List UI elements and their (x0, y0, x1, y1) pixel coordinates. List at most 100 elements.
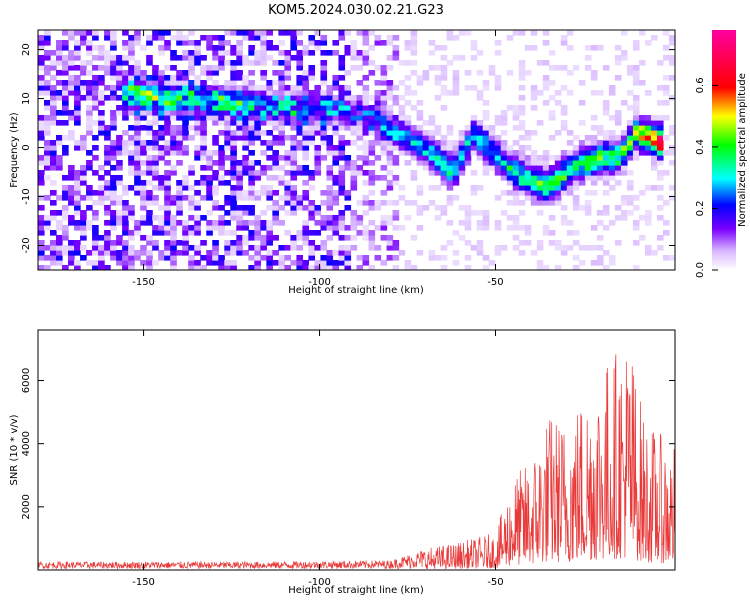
spectrogram-cell (518, 145, 526, 151)
spectrogram-cell (170, 135, 177, 141)
spectrogram-cell (584, 175, 592, 181)
spectrogram-cell (200, 100, 207, 106)
snr-y-label: SNR (10 * v/v) (9, 414, 20, 485)
spectrogram-cell (272, 235, 279, 241)
spectrogram-cell (350, 220, 358, 226)
spectrogram-cell (608, 260, 616, 266)
spectrogram-cell (590, 225, 598, 231)
spectrogram-cell (44, 195, 51, 201)
spectrogram-cell (104, 195, 111, 201)
spectrogram-cell (656, 170, 664, 176)
spectrogram-cell (62, 175, 69, 181)
spectrogram-cell (278, 40, 285, 46)
spectrogram-cell (440, 55, 448, 61)
spectrogram-cell (140, 185, 147, 191)
spectrogram-cell (296, 245, 304, 251)
spectrogram-cell (518, 240, 526, 246)
spectrogram-cell (248, 45, 255, 51)
spectrogram-cell (530, 195, 538, 201)
spectrogram-cell (392, 85, 400, 91)
spectrogram-cell (566, 155, 574, 161)
spectrogram-cell (278, 110, 285, 116)
spectrogram-cell (248, 190, 255, 196)
spectrogram-cell (542, 75, 550, 81)
spectrogram-cell (662, 170, 670, 176)
spectrogram-cell (374, 175, 382, 181)
spectrogram-cell (488, 130, 496, 136)
spectrogram-cell (74, 185, 81, 191)
spectrogram-cell (296, 255, 304, 261)
spectrogram-cell (62, 150, 69, 156)
spectrogram-cell (200, 110, 207, 116)
spectrogram-cell (62, 105, 69, 111)
spectrogram-cell (218, 85, 225, 91)
spectrogram-cell (386, 180, 394, 186)
spectrogram-cell (50, 250, 57, 256)
spectrogram-cell (596, 140, 604, 146)
spectrogram-cell (326, 110, 334, 116)
spectrogram-cell (380, 130, 388, 136)
spectrogram-cell (272, 135, 279, 141)
spectrogram-cell (128, 90, 135, 96)
spectrogram-cell (242, 75, 249, 81)
spectrogram-cell (380, 115, 388, 121)
spectrogram-cell (290, 120, 298, 126)
colorbar-label: Normalized spectral amplitude (737, 73, 748, 227)
spectrogram-cell (116, 135, 123, 141)
spectrogram-cell (80, 180, 87, 186)
spectrogram-cell (380, 75, 388, 81)
spectrogram-cell (314, 210, 322, 216)
spectrogram-cell (308, 215, 316, 221)
spectrogram-cell (524, 180, 532, 186)
spectrogram-cell (44, 100, 51, 106)
spectrogram-cell (596, 170, 604, 176)
spectrogram-cell (278, 180, 285, 186)
spectrogram-cell (182, 35, 189, 41)
spectrogram-cell (170, 170, 177, 176)
spectrogram-cell (356, 130, 364, 136)
spectrogram-cell (374, 130, 382, 136)
spectrogram-cell (572, 165, 580, 171)
spectrogram-cell (194, 145, 201, 151)
spectrogram-cell (398, 115, 406, 121)
spectrogram-cell (200, 165, 207, 171)
spectrogram-cell (170, 215, 177, 221)
spectrogram-cell (452, 80, 460, 86)
spectrogram-cell (260, 240, 267, 246)
spectrogram-cell (158, 75, 165, 81)
spectrogram-cell (596, 45, 604, 51)
spectrogram-cell (410, 200, 418, 206)
spectrogram-cell (158, 115, 165, 121)
spectrogram-cell (68, 215, 75, 221)
spectrogram-cell (578, 160, 586, 166)
spectrogram-cell (44, 255, 51, 261)
spectrogram-cell (260, 75, 267, 81)
spectrogram-cell (494, 145, 502, 151)
spectrogram-cell (200, 95, 207, 101)
spectrogram-cell (50, 165, 57, 171)
spectrogram-cell (518, 210, 526, 216)
figure-title: KOM5.2024.030.02.21.G23 (268, 3, 444, 18)
spectrogram-cell (290, 235, 298, 241)
spectrogram-cell (68, 220, 75, 226)
colorbar-gradient (712, 30, 736, 270)
spectrogram-cell (554, 265, 562, 270)
spectrogram-cell (506, 105, 514, 111)
spectrogram-cell (632, 265, 640, 270)
spectrogram-cell (230, 250, 237, 256)
spectrogram-cell (356, 215, 364, 221)
spectrogram-cell (512, 190, 520, 196)
spectrogram-cell (536, 175, 544, 181)
spectrogram-cell (92, 90, 99, 96)
spectrogram-cell (374, 120, 382, 126)
spectrogram-cell (206, 220, 213, 226)
spectrogram-cell (290, 115, 298, 121)
spectrogram-cell (248, 185, 255, 191)
spectrogram-cell (266, 235, 273, 241)
spectrogram-cell (392, 35, 400, 41)
spectrogram-cell (224, 120, 231, 126)
spectrogram-cell (254, 110, 261, 116)
spectrogram-cell (146, 35, 153, 41)
spectrogram-cell (200, 140, 207, 146)
spectrogram-cell (248, 85, 255, 91)
